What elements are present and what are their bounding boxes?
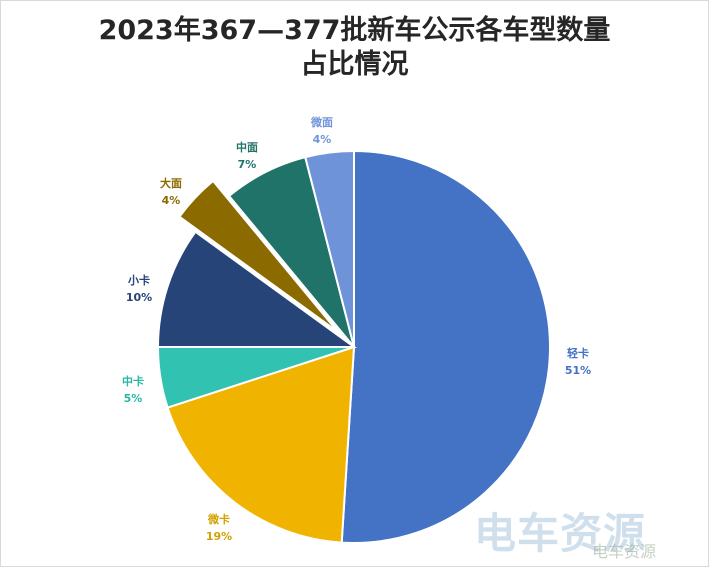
watermark-sub: 电车资源 <box>592 542 657 561</box>
slice-label-percent-6: 7% <box>238 158 257 171</box>
slice-label-name-3: 中卡 <box>122 374 144 388</box>
slice-label-percent-4: 10% <box>126 291 152 304</box>
pie-slice-5 <box>177 179 339 333</box>
slice-label-percent-2: 19% <box>206 530 232 543</box>
slice-label-percent-7: 4% <box>313 133 332 146</box>
slice-label-percent-5: 4% <box>162 194 181 207</box>
slice-label-name-5: 大面 <box>160 176 182 190</box>
slice-label-name-4: 小卡 <box>127 273 150 287</box>
slice-label-percent-3: 5% <box>124 392 143 405</box>
chart-title-line-2: 占比情况 <box>300 49 409 80</box>
pie-slice-7 <box>304 149 355 348</box>
watermark-logo: 电车资源 <box>474 509 647 558</box>
slice-label-name-6: 中面 <box>236 140 258 154</box>
chart-title: 2023年367—377批新车公示各车型数量 占比情况 <box>0 14 709 82</box>
slice-label-name-2: 微卡 <box>207 512 230 526</box>
slice-label-name-1: 轻卡 <box>567 346 589 360</box>
pie-slice-4 <box>156 230 358 348</box>
pie-slice-2 <box>166 345 356 544</box>
chart-title-line-1: 2023年367—377批新车公示各车型数量 <box>98 15 611 46</box>
pie-slice-1 <box>340 149 551 544</box>
slice-label-percent-1: 51% <box>565 364 591 377</box>
slice-label-name-7: 微面 <box>310 115 333 129</box>
